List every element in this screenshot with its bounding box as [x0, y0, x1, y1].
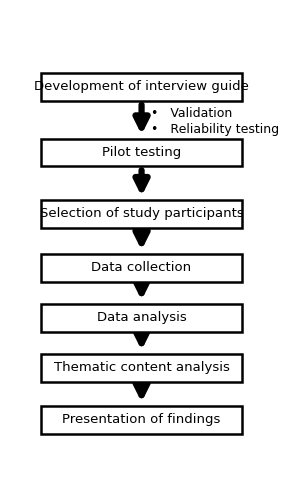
Text: •   Reliability testing: • Reliability testing: [151, 123, 279, 136]
Text: Selection of study participants: Selection of study participants: [40, 208, 243, 220]
FancyBboxPatch shape: [41, 73, 242, 101]
FancyBboxPatch shape: [41, 200, 242, 228]
Text: •   Validation: • Validation: [151, 106, 232, 120]
FancyBboxPatch shape: [41, 254, 242, 282]
Text: Data analysis: Data analysis: [97, 312, 186, 324]
Text: Pilot testing: Pilot testing: [102, 146, 181, 159]
Text: Development of interview guide: Development of interview guide: [34, 80, 249, 94]
FancyBboxPatch shape: [41, 138, 242, 166]
Text: Thematic content analysis: Thematic content analysis: [54, 362, 230, 374]
FancyBboxPatch shape: [41, 406, 242, 434]
Text: Presentation of findings: Presentation of findings: [62, 414, 221, 426]
FancyBboxPatch shape: [41, 354, 242, 382]
Text: Data collection: Data collection: [91, 262, 192, 274]
FancyBboxPatch shape: [41, 304, 242, 332]
